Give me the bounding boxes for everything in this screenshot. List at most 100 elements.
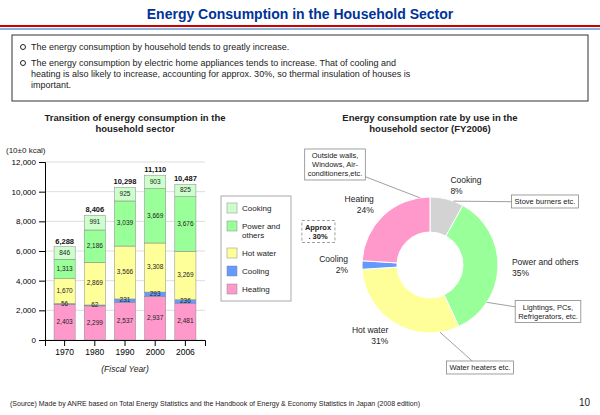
callout-text: Outside walls,Windows, Air-conditioners,… [308,151,363,178]
segment-label: 2,937 [147,314,164,321]
slice-value-label: 31% [371,336,388,346]
y-axis-label: (10±0 kcal) [6,146,46,155]
bar-segment [84,215,105,230]
segment-label: 2,537 [117,317,134,324]
legend-swatch [227,284,237,294]
y-tick-label: 8,000 [16,217,37,226]
x-axis-line [46,341,206,347]
text-line: Hot water [242,249,277,258]
callouts: Approx. 30% Stove burners etc. Outside wal… [302,149,581,374]
text-line: (Source) Made by ANRE based on Total Ene… [10,400,420,408]
total-label: 10,298 [114,177,137,186]
chart-title: Energy consumption rate by use in thehou… [342,112,517,134]
text-line: important. [31,80,71,90]
x-tick: 2006 [176,340,195,357]
pie-chart: Energy consumption rate by use in thehou… [302,112,581,374]
segment-label: 231 [120,296,131,303]
callout-text: Lightings, PCs,Refrigerators, etc. [518,302,578,320]
text-line: The energy consumption by electric home … [31,58,396,68]
x-tick-label: 1980 [85,347,104,357]
segment-label: 3,308 [147,263,164,270]
callout: Approx. 30% [302,220,335,242]
page-title: Energy Consumption in the Household Sect… [147,6,454,22]
bullet-text: The energy consumption by electric home … [31,58,411,90]
x-tick: 1990 [116,340,135,357]
total-label: 8,406 [85,205,104,214]
text-line: Cooking [242,204,271,213]
callout-box [515,300,581,322]
bar-segment [54,304,75,340]
y-tick-mark [39,192,45,193]
bar-segment [84,262,105,305]
segment-label: 3,269 [177,271,194,278]
text-line: Power and [242,222,280,231]
segment-label: 3,566 [117,268,134,275]
text-line: heating is also likely to increase, acco… [31,69,411,79]
legend-swatch [227,221,237,231]
segment-label: 991 [89,218,100,225]
segment-label: 846 [59,249,70,256]
title-rule [0,25,600,27]
bar-segment [145,189,166,243]
x-tick-mark [125,340,126,346]
text-line: Approx [305,222,332,231]
bar-segment [114,187,135,201]
bullet-marker [21,61,26,66]
slice-value-label: 24% [357,205,374,215]
bar-segment [175,251,196,299]
segment-label: 3,039 [117,219,134,226]
bar-segment [114,246,135,299]
y-tick: 4,000 [16,277,45,286]
x-tick-label: 2000 [146,347,165,357]
x-axis-label: (Fiscal Year) [101,364,149,374]
segment-label: 56 [61,300,69,307]
callout: Stove burners etc. [512,195,579,208]
segment-label: 2,869 [87,279,104,286]
x-tick-mark [64,340,65,346]
y-tick-mark [39,281,45,282]
grid [45,162,205,340]
text-line: conditioners,etc. [308,169,363,178]
page-number: 10 [579,397,591,408]
x-tick: 1970 [55,340,74,357]
callout-box [305,149,366,180]
legend-label: Hot water [242,249,277,258]
segment-label: 1,313 [56,265,73,272]
slices [362,197,498,333]
bar-segment [54,247,75,260]
slice-value-label: 35% [512,268,529,278]
bar-segment [114,201,135,246]
bullet-marker [21,45,26,50]
pie-slice [362,267,459,333]
bullet-text: The energy consumption by household tend… [31,42,289,52]
x-tick-mark [185,340,186,346]
y-tick-mark [39,310,45,311]
x-tick-label: 1990 [116,347,135,357]
y-tick-mark [39,340,45,341]
callout-box [302,220,335,242]
bar-chart: Transition of energy consumption in theh… [6,112,291,374]
callout-box [512,195,579,208]
bar-segment [145,296,166,340]
total-label: 11,110 [144,165,166,174]
y-tick-label: 10,000 [12,188,37,197]
y-tick-label: 0 [32,336,37,345]
x-tick-mark [155,340,156,346]
y-tick-mark [39,162,45,163]
text-line: Cooling [242,267,269,276]
data-labels: 2,4032,2992,5372,9372,48156622312932361,… [56,178,193,326]
segment-label: 825 [180,186,191,193]
legend-label: Cooking [242,204,271,213]
bar-segment [54,259,75,278]
text-line: household sector [95,123,174,134]
text-line: . 30% [308,231,328,240]
text-line: Transition of energy consumption in the [44,112,225,123]
slice-label: Cooking [450,175,481,185]
chart-title: Transition of energy consumption in theh… [44,112,225,134]
text-line: (Fiscal Year) [101,364,149,374]
bar-segment [84,306,105,340]
callout-text: Water heaters etc. [450,363,511,372]
legend-label: Power andothers [242,222,280,240]
callout-text: Approx. 30% [305,222,332,240]
y-tick-mark [39,251,45,252]
